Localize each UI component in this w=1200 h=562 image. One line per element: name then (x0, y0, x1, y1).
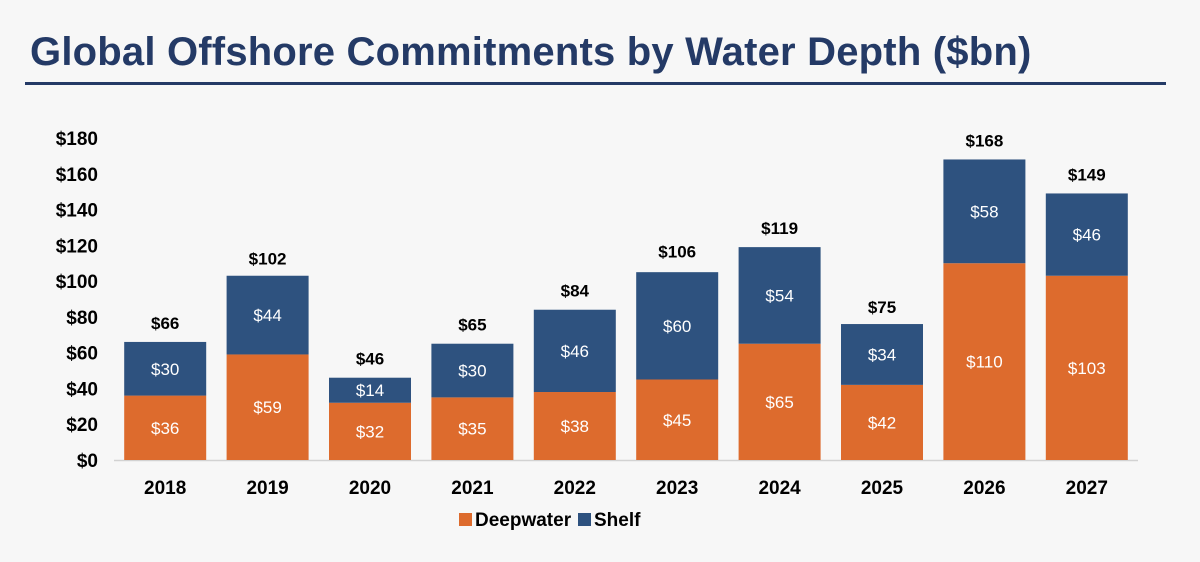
bar-shelf-2018[interactable] (124, 341, 207, 396)
x-tick-label: 2021 (451, 478, 494, 499)
bar-shelf-2023[interactable] (636, 272, 719, 380)
total-label: $102 (249, 250, 287, 269)
y-tick-label: $0 (77, 451, 98, 472)
data-label-deepwater: $110 (966, 353, 1003, 372)
title-underline (25, 82, 1166, 85)
y-tick-label: $60 (66, 344, 98, 365)
total-label: $46 (356, 350, 384, 369)
total-label: $119 (761, 219, 798, 238)
data-label-deepwater: $32 (356, 422, 384, 441)
x-tick-label: 2023 (656, 478, 698, 499)
data-label-shelf: $30 (458, 362, 486, 381)
y-tick-label: $120 (56, 236, 98, 257)
bar-shelf-2022[interactable] (533, 309, 616, 393)
total-label: $106 (658, 242, 696, 261)
x-tick-label: 2020 (349, 478, 391, 499)
data-label-deepwater: $45 (663, 411, 691, 430)
x-tick-label: 2022 (554, 478, 596, 499)
data-label-shelf: $60 (663, 317, 691, 336)
bar-deepwater-2024[interactable] (738, 343, 821, 460)
data-label-shelf: $14 (356, 381, 384, 400)
y-tick-label: $40 (66, 379, 98, 400)
x-tick-label: 2026 (963, 478, 1005, 499)
total-label: $168 (965, 131, 1003, 150)
bar-shelf-2027[interactable] (1045, 193, 1128, 276)
bar-deepwater-2019[interactable] (226, 354, 309, 460)
bar-deepwater-2026[interactable] (943, 263, 1026, 460)
x-tick-label: 2025 (861, 478, 904, 499)
total-label: $84 (561, 282, 590, 301)
x-tick-label: 2019 (246, 478, 288, 499)
data-label-deepwater: $59 (253, 398, 281, 417)
y-tick-label: $160 (56, 165, 98, 186)
data-label-deepwater: $103 (1068, 359, 1106, 378)
total-label: $66 (151, 314, 179, 333)
bar-shelf-2026[interactable] (943, 159, 1026, 264)
bar-shelf-2024[interactable] (738, 247, 821, 344)
bar-deepwater-2023[interactable] (636, 379, 719, 461)
data-label-shelf: $34 (868, 345, 896, 364)
total-label: $75 (868, 298, 896, 317)
bar-shelf-2021[interactable] (431, 343, 514, 398)
legend-swatch-deepwater (459, 513, 472, 526)
bar-deepwater-2021[interactable] (431, 397, 514, 460)
bar-deepwater-2027[interactable] (1045, 275, 1128, 460)
bar-deepwater-2020[interactable] (329, 402, 411, 460)
y-tick-label: $20 (66, 415, 98, 436)
y-tick-label: $140 (56, 201, 98, 222)
data-label-deepwater: $42 (868, 413, 896, 432)
data-label-shelf: $58 (970, 202, 998, 221)
data-label-shelf: $54 (765, 286, 793, 305)
total-label: $149 (1068, 165, 1106, 184)
data-label-deepwater: $65 (765, 393, 793, 412)
x-tick-label: 2018 (144, 478, 186, 499)
x-tick-label: 2024 (758, 478, 801, 499)
bar-deepwater-2022[interactable] (533, 392, 616, 460)
data-label-deepwater: $35 (458, 420, 486, 439)
y-tick-label: $180 (56, 129, 98, 150)
data-label-deepwater: $38 (561, 417, 589, 436)
legend-label-shelf: Shelf (594, 510, 641, 531)
x-tick-label: 2027 (1066, 478, 1108, 499)
legend-swatch-shelf (578, 513, 591, 526)
total-label: $65 (458, 316, 486, 335)
y-tick-label: $80 (66, 308, 98, 329)
bar-deepwater-2018[interactable] (124, 395, 207, 460)
y-tick-label: $100 (56, 272, 98, 293)
data-label-shelf: $46 (561, 342, 589, 361)
data-label-shelf: $46 (1073, 226, 1101, 245)
bar-shelf-2019[interactable] (226, 275, 309, 355)
data-label-shelf: $30 (151, 360, 179, 379)
chart-title: Global Offshore Commitments by Water Dep… (30, 30, 1032, 74)
bar-shelf-2020[interactable] (329, 377, 411, 403)
data-label-deepwater: $36 (151, 419, 179, 438)
data-label-shelf: $44 (253, 306, 281, 325)
bar-deepwater-2025[interactable] (841, 384, 923, 460)
bar-shelf-2025[interactable] (841, 324, 923, 385)
legend-label-deepwater: Deepwater (475, 510, 572, 531)
